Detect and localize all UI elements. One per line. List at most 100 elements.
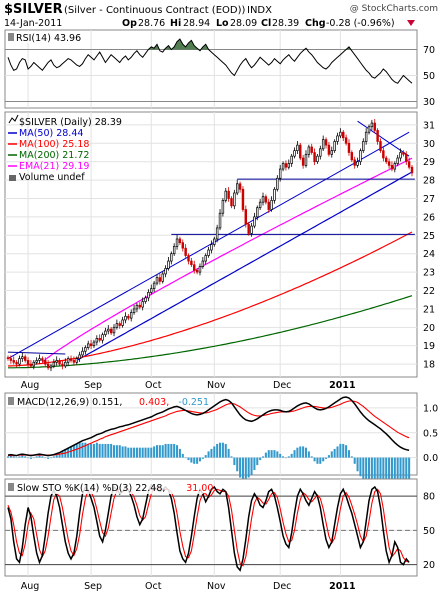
legend-entry: MA(100) 25.18 (19, 139, 89, 150)
candle-body (258, 201, 262, 209)
candle-body (224, 190, 227, 201)
macd-histogram-bar (336, 446, 339, 458)
macd-histogram-bar (121, 446, 124, 458)
candle-body (241, 188, 245, 210)
macd-histogram-bar (402, 457, 405, 492)
macd-histogram-bar (296, 447, 299, 458)
change-value: -0.28 (-0.96%) (326, 18, 395, 29)
candle-body (301, 157, 305, 166)
candle-body (124, 315, 127, 321)
candle-body (321, 139, 325, 150)
candle-body (167, 260, 170, 269)
candle-body (213, 238, 216, 245)
legend-bg (7, 481, 203, 494)
candle-body (35, 360, 38, 363)
legend-entry: 0.403, (139, 397, 169, 408)
macd-histogram-bar (233, 457, 236, 466)
macd-histogram-bar (370, 457, 373, 480)
candle-body (287, 163, 291, 168)
macd-histogram-bar (58, 453, 61, 458)
macd-histogram-bar (325, 457, 328, 459)
macd-histogram-bar (29, 457, 32, 459)
quote-values: Op 28.76 Hi 28.94 Lo 28.09 Cl 28.39 Chg … (122, 18, 395, 29)
macd-histogram-bar (287, 456, 290, 458)
candle-body (390, 165, 394, 170)
macd-histogram-bar (147, 447, 150, 458)
y-tick-label: 27 (423, 194, 435, 205)
open-label: Op (122, 18, 137, 29)
macd-histogram-bar (24, 456, 27, 458)
bottom-x-axis: Aug Sep Oct Nov Dec 2011 (21, 581, 356, 592)
macd-histogram-bar (173, 443, 176, 458)
candle-body (172, 245, 176, 255)
macd-histogram-bar (356, 457, 359, 472)
candle-body (253, 216, 256, 227)
candle-body (184, 247, 187, 256)
macd-histogram-bar (261, 456, 265, 458)
candle-body (396, 157, 399, 164)
macd-histogram-bar (333, 448, 336, 458)
candle-body (69, 358, 73, 361)
candle-body (155, 277, 159, 284)
candle-body (161, 273, 164, 282)
y-tick-label: 0.0 (423, 453, 438, 464)
candle-body (370, 122, 374, 128)
candle-body (144, 297, 147, 302)
macd-histogram-bar (353, 457, 356, 464)
low-label: Lo (216, 18, 229, 29)
high-label: Hi (170, 18, 181, 29)
open-value: 28.76 (138, 18, 165, 29)
candle-body (84, 347, 87, 352)
candle-body (150, 288, 153, 293)
macd-histogram-bar (267, 450, 270, 458)
candle-body (81, 350, 84, 356)
candle-body (147, 291, 150, 299)
macd-histogram-bar (55, 455, 58, 458)
volume-legend-icon (9, 175, 16, 181)
macd-histogram-bar (170, 443, 173, 458)
macd-histogram-bar (322, 457, 325, 462)
candle-body (250, 225, 253, 234)
candle-body (387, 161, 391, 166)
candle-body (310, 146, 313, 153)
macd-histogram-bar (405, 457, 408, 490)
candle-body (218, 212, 222, 229)
macd-histogram-bar (84, 442, 87, 458)
macd-histogram-bar (399, 457, 402, 492)
x-tick-label: Aug (21, 380, 40, 391)
candle-body (18, 358, 21, 365)
macd-histogram-bar (32, 457, 35, 459)
macd-histogram-bar (327, 455, 330, 458)
moving-average-line (41, 157, 413, 363)
macd-histogram-bar (284, 457, 287, 459)
macd-histogram-bar (127, 447, 130, 458)
candle-body (299, 144, 302, 159)
legend-bg (6, 31, 84, 43)
macd-histogram-bar (221, 442, 224, 458)
macd-histogram-bar (47, 457, 50, 459)
macd-histogram-bar (130, 447, 133, 458)
moving-average-line (76, 171, 413, 361)
macd-histogram-bar (153, 446, 156, 458)
macd-histogram-bar (359, 457, 362, 477)
macd-histogram-bar (385, 457, 388, 482)
macd-histogram-bar (393, 457, 396, 489)
candle-body (118, 323, 121, 326)
x-tick-label: Dec (273, 380, 291, 391)
candle-body (107, 328, 110, 332)
candle-body (364, 131, 368, 142)
macd-histogram-bar (236, 457, 239, 472)
candle-body (78, 354, 81, 359)
rsi-line (7, 38, 413, 84)
macd-histogram-bar (250, 457, 253, 475)
macd-histogram-bar (6, 456, 10, 458)
macd-histogram-bar (187, 457, 190, 461)
macd-histogram-bar (247, 457, 250, 478)
y-tick-label: 20 (423, 560, 435, 571)
y-tick-label: 50 (423, 71, 435, 82)
macd-histogram-bar (224, 443, 227, 458)
macd-histogram-bar (12, 456, 15, 458)
macd-histogram-bar (118, 445, 121, 458)
macd-histogram-bar (190, 457, 193, 463)
